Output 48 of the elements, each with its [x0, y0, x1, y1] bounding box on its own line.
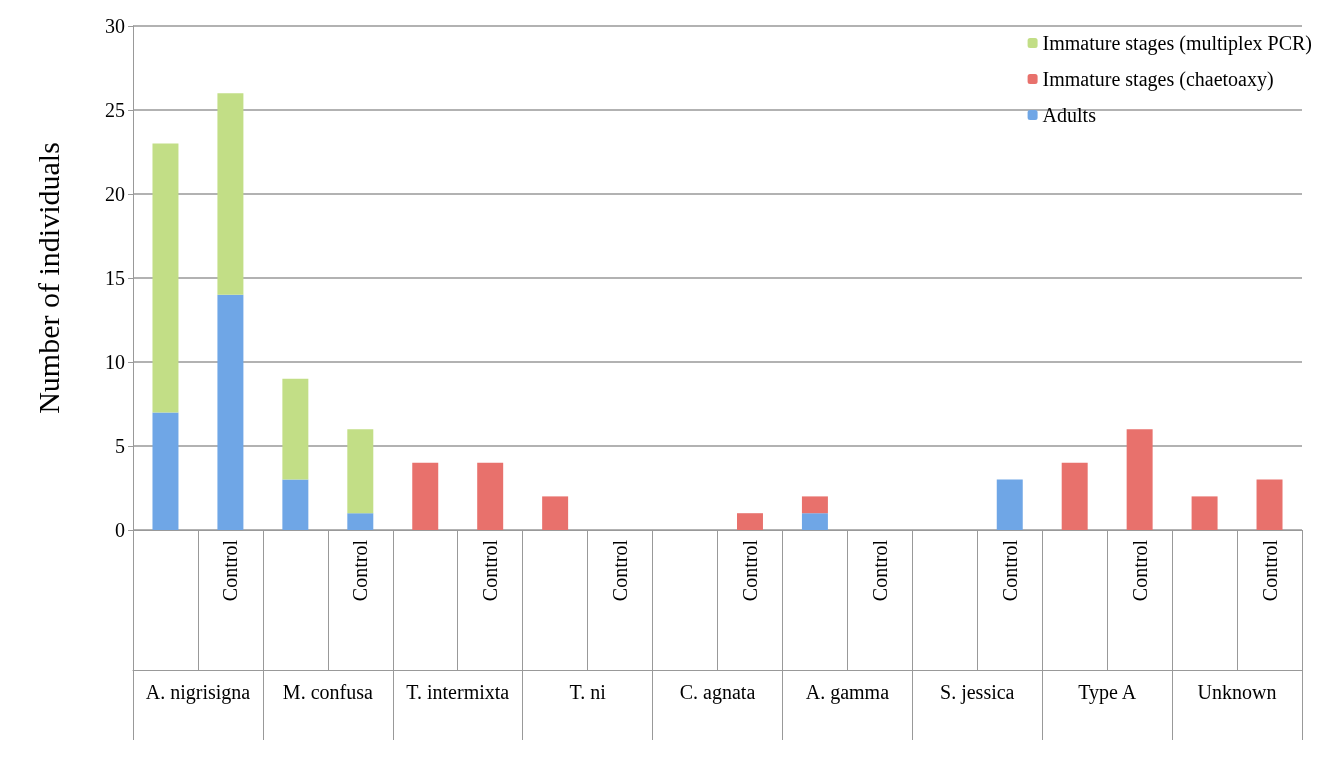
y-tick-label: 15 [105, 267, 125, 289]
bar [996, 479, 1023, 530]
legend-label: Immature stages (multiplex PCR) [1042, 32, 1312, 55]
text: A. gamma [805, 681, 890, 704]
y-axis-title: Number of individuals [31, 142, 65, 414]
bar [801, 513, 828, 530]
x-tick-label: Control [609, 539, 632, 602]
text: Type A [1078, 681, 1137, 704]
bar [347, 513, 374, 530]
bar [282, 479, 309, 530]
text: S. jessica [940, 681, 1015, 704]
legend-label: Immature stages (chaetoaxy) [1042, 68, 1274, 91]
bar [801, 496, 828, 514]
x-tick-label: Control [1258, 539, 1281, 602]
x-tick-label: Control [1128, 539, 1151, 602]
bar [1061, 462, 1088, 530]
x-tick-label: Control [349, 539, 372, 602]
x-tick-label: Control [738, 539, 761, 602]
text: Unknown [1197, 681, 1277, 703]
bar [412, 462, 439, 530]
y-tick-label: 10 [105, 351, 125, 373]
x-tick-label: Control [998, 539, 1021, 602]
legend-label: Adults [1042, 104, 1097, 126]
bar [347, 429, 374, 514]
text: T. intermixta [406, 681, 510, 703]
text: C. agnata [679, 681, 756, 704]
bar [217, 294, 244, 530]
text: M. confusa [282, 681, 373, 703]
bar [217, 93, 244, 295]
bar [1126, 429, 1153, 530]
y-tick-label: 30 [105, 15, 125, 37]
bar [477, 462, 504, 530]
bar [736, 513, 763, 530]
x-tick-label: Control [868, 539, 891, 602]
bar [152, 143, 179, 413]
bar [542, 496, 569, 530]
bar [152, 412, 179, 530]
text: T. ni [569, 681, 607, 703]
y-tick-label: 5 [115, 435, 125, 457]
x-tick-label: Control [219, 539, 242, 602]
y-tick-label: 25 [105, 99, 125, 121]
bar [1256, 479, 1283, 530]
y-tick-label: 20 [105, 183, 125, 205]
text: A. nigrisigna [145, 681, 251, 704]
y-tick-label: 0 [115, 519, 125, 541]
x-tick-label: Control [479, 539, 502, 602]
bar [1191, 496, 1218, 530]
bar [282, 378, 309, 480]
